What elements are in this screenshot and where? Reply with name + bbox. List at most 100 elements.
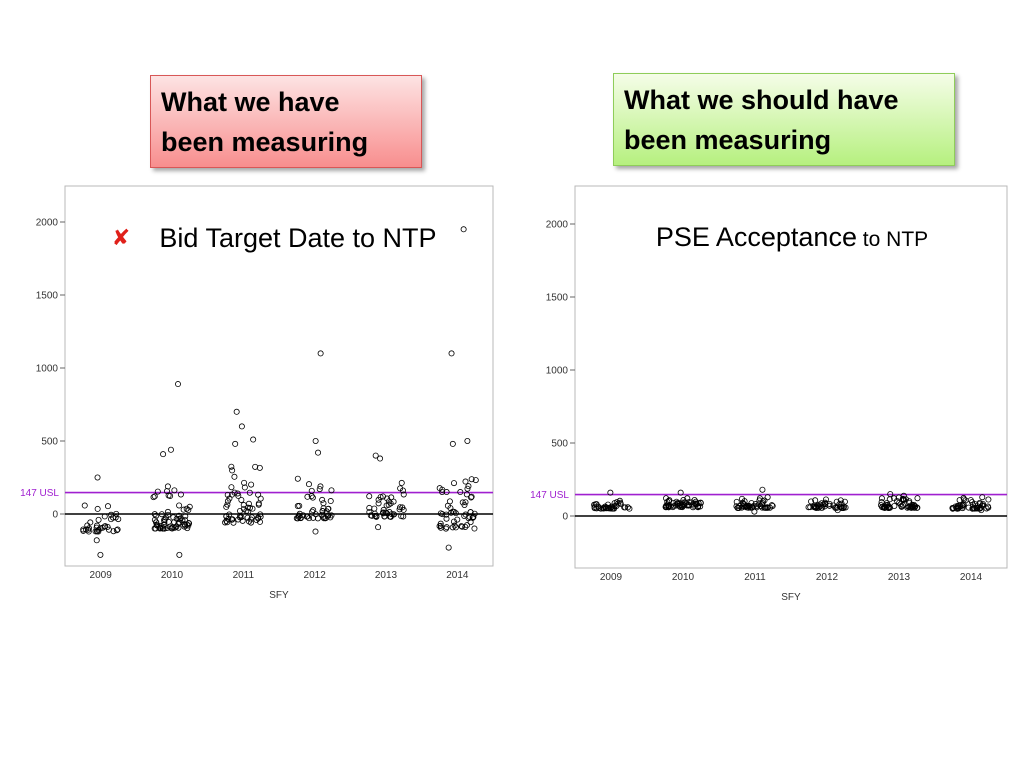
data-point <box>471 525 478 532</box>
data-point <box>306 515 313 522</box>
data-point <box>250 436 257 443</box>
y-tick-label: 500 <box>551 439 568 450</box>
data-point <box>224 501 231 508</box>
data-point <box>176 502 183 509</box>
data-point <box>233 408 240 415</box>
data-point <box>173 523 180 530</box>
data-point <box>960 503 967 510</box>
data-point <box>599 505 606 512</box>
data-point <box>108 511 115 518</box>
data-point <box>733 498 740 505</box>
data-point <box>246 518 253 525</box>
data-point <box>328 487 335 494</box>
data-point <box>249 505 256 512</box>
data-point <box>621 504 628 511</box>
data-point <box>669 504 676 511</box>
x-axis-title: SFY <box>781 592 801 603</box>
data-point <box>610 505 617 512</box>
data-point <box>366 508 373 515</box>
data-point <box>164 488 171 495</box>
data-point <box>151 511 158 518</box>
data-point <box>257 511 264 518</box>
data-point <box>468 494 475 501</box>
data-point <box>93 537 100 544</box>
data-point <box>183 505 190 512</box>
y-tick-label: 1500 <box>36 291 59 302</box>
x-tick-label: 2010 <box>161 570 184 581</box>
data-point <box>94 474 101 481</box>
data-point <box>602 505 609 512</box>
data-point <box>97 551 104 558</box>
data-point <box>460 226 467 233</box>
data-point <box>296 502 303 509</box>
data-point <box>375 496 382 503</box>
data-point <box>228 463 235 470</box>
data-point <box>380 510 387 517</box>
data-point <box>181 521 188 528</box>
data-point <box>373 513 380 520</box>
data-point <box>181 516 188 523</box>
data-point <box>464 485 471 492</box>
x-tick-label: 2009 <box>600 572 623 583</box>
data-point <box>294 475 301 482</box>
data-point <box>310 514 317 521</box>
data-point <box>463 522 470 529</box>
data-point <box>222 519 229 526</box>
data-point <box>230 519 237 526</box>
data-point <box>371 510 378 517</box>
data-point <box>593 505 600 512</box>
data-point <box>93 524 100 531</box>
data-point <box>807 504 814 511</box>
data-point <box>237 512 244 519</box>
data-point <box>248 481 255 488</box>
data-point <box>114 526 121 533</box>
data-point <box>443 515 450 522</box>
data-point <box>293 515 300 522</box>
data-point <box>841 498 848 505</box>
data-point <box>232 440 239 447</box>
data-point <box>967 497 974 504</box>
data-point <box>468 476 475 483</box>
data-point <box>322 515 329 522</box>
data-point <box>467 509 474 516</box>
data-point <box>751 508 758 515</box>
x-tick-label: 2011 <box>744 572 766 583</box>
data-point <box>150 494 157 501</box>
data-point <box>893 498 900 505</box>
data-point <box>382 509 389 516</box>
data-point <box>104 523 111 530</box>
data-point <box>255 491 262 498</box>
data-point <box>180 506 187 513</box>
data-point <box>437 510 444 517</box>
data-point <box>92 528 99 535</box>
data-point <box>185 520 192 527</box>
data-point <box>386 513 393 520</box>
data-point <box>81 502 88 509</box>
data-point <box>375 524 382 531</box>
data-point <box>452 524 459 531</box>
data-point <box>327 514 334 521</box>
data-point <box>315 449 322 456</box>
data-point <box>974 505 981 512</box>
data-point <box>448 509 455 516</box>
data-point <box>164 525 171 532</box>
data-point <box>978 507 985 514</box>
data-point <box>101 513 108 520</box>
data-point <box>317 483 324 490</box>
data-point <box>902 496 909 503</box>
data-point <box>949 504 956 511</box>
x-tick-label: 2012 <box>304 570 327 581</box>
data-point <box>822 496 829 503</box>
data-point <box>465 483 472 490</box>
callout-line-2: been measuring <box>624 125 832 155</box>
data-point <box>240 505 247 512</box>
x-tick-label: 2014 <box>446 570 469 581</box>
data-point <box>229 467 236 474</box>
y-tick-label: 1000 <box>36 364 59 375</box>
data-point <box>593 501 600 508</box>
data-point <box>837 497 844 504</box>
data-point <box>750 503 757 510</box>
data-point <box>182 513 189 520</box>
usl-label: 147 USL <box>530 490 569 501</box>
data-point <box>319 508 326 515</box>
